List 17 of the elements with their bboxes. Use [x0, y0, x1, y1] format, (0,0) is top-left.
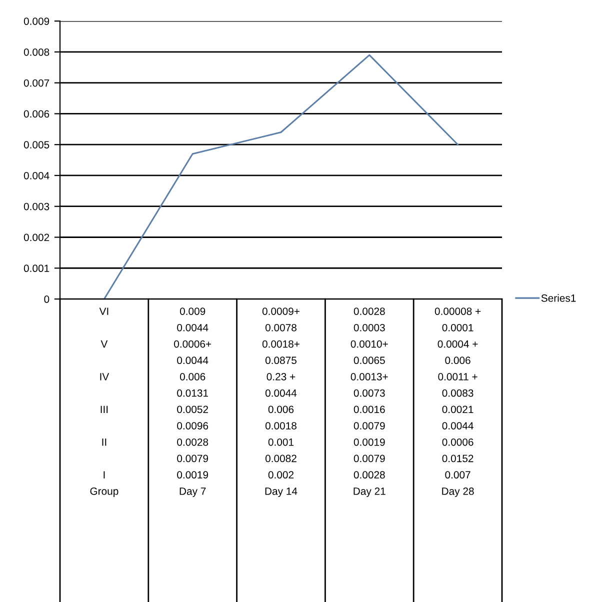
category-label: 0.00008 + 0.0001 0.0004 + 0.006 0.0011 + 0.0083 0.0021 0.0044 0.0006 0.0152 0.007 Day 28 [434, 308, 481, 497]
category-label: VI V IV III II I Group [90, 308, 118, 497]
y-tick-label: 0 [44, 296, 50, 303]
y-tick-label: 0.008 [24, 48, 50, 56]
y-tick-label: 0.004 [24, 172, 50, 180]
y-tick-label: 0.002 [24, 234, 50, 242]
y-tick-label: 0.001 [24, 264, 50, 272]
y-tick-label: 0.006 [24, 110, 50, 118]
category-label: 0.0009+ 0.0078 0.0018+ 0.0875 0.23 + 0.0044 0.006 0.0018 0.001 0.0082 0.002 Day 14 [262, 308, 300, 497]
line-series [103, 54, 459, 300]
legend-label: Series1 [541, 294, 576, 302]
y-tick-label: 0.005 [24, 141, 50, 148]
y-tick-label: 0.003 [24, 202, 50, 210]
category-label: 0.009 0.0044 0.0006+ 0.0044 0.006 0.0131 0.0052 0.0096 0.0028 0.0079 0.0019 Day 7 [174, 308, 212, 497]
y-tick-label: 0.007 [24, 79, 50, 87]
y-tick-label: 0.009 [24, 18, 50, 25]
category-label: 0.0028 0.0003 0.0010+ 0.0065 0.0013+ 0.0073 0.0016 0.0079 0.0019 0.0079 0.0028 Day 21 [350, 308, 388, 497]
